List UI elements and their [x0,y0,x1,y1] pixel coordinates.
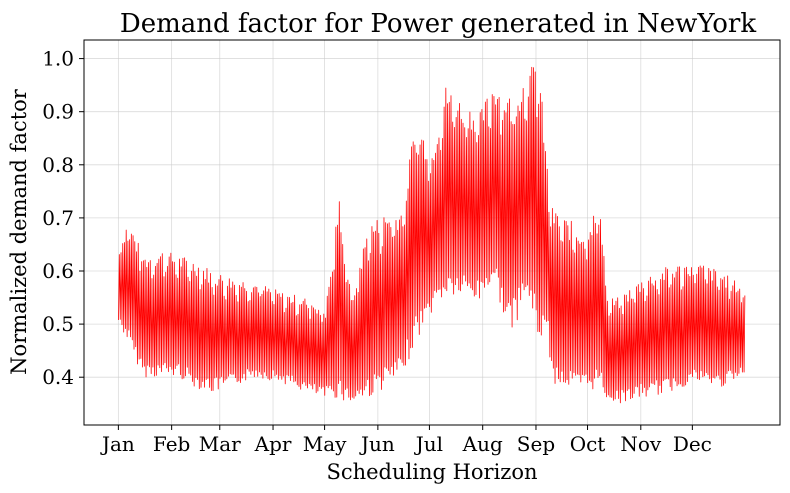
y-tick-label: 0.5 [42,312,74,336]
demand-series-line [118,66,746,404]
x-tick-label: Feb [153,432,190,456]
y-tick-label: 1.0 [42,47,74,71]
x-tick-label: May [303,432,347,456]
x-tick-label: Aug [462,432,503,456]
x-tick-label: Dec [673,432,712,456]
x-tick-label: Nov [620,432,662,456]
y-tick-label: 0.4 [42,365,74,389]
x-tick-label: Jul [414,432,443,456]
plot-frame [83,39,781,426]
x-tick-label: Apr [254,432,292,456]
x-tick-label: Mar [199,432,241,456]
x-axis-label: Scheduling Horizon [326,460,537,484]
x-tick-label: Oct [570,432,606,456]
y-axis-ticks: 0.4 0.5 0.6 0.7 0.8 0.9 1.0 [42,47,84,389]
y-tick-label: 0.8 [42,153,74,177]
y-axis-label: Normalized demand factor [7,88,31,375]
series-group [118,66,746,404]
x-tick-label: Sep [517,432,555,456]
x-axis-ticks: Jan Feb Mar Apr May Jun Jul Aug Sep Oct Nov Dec [100,425,712,456]
y-tick-label: 0.9 [42,100,74,124]
x-tick-label: Jan [100,432,135,456]
x-tick-label: Jun [359,432,395,456]
chart-title: Demand factor for Power generated in New… [120,9,756,39]
y-tick-label: 0.6 [42,259,74,283]
y-tick-label: 0.7 [42,206,74,230]
